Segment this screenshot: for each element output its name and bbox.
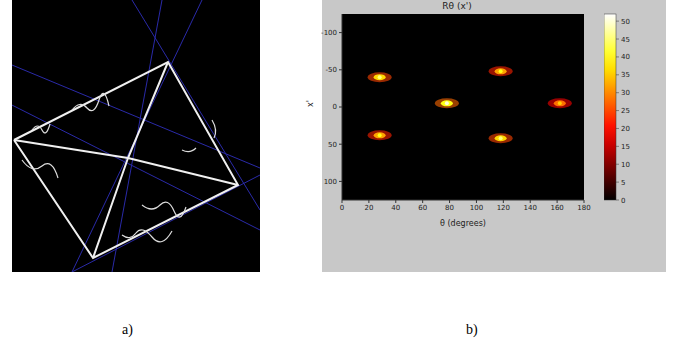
svg-text:40: 40 [391,204,400,212]
svg-text:120: 120 [497,204,510,212]
html-text:a): a) [122,322,133,337]
svg-text:35: 35 [621,71,630,79]
html-text:Rθ (x'): Rθ (x') [442,1,472,11]
svg-text:20: 20 [621,125,630,133]
svg-text:100: 100 [470,204,483,212]
html-text:b): b) [466,322,478,337]
svg-text:100: 100 [324,178,337,186]
svg-text:15: 15 [621,143,630,151]
svg-text:50: 50 [328,141,337,149]
svg-text:20: 20 [364,204,373,212]
svg-text:0: 0 [621,197,625,205]
svg-text:-50: -50 [326,66,337,74]
svg-text:140: 140 [524,204,537,212]
svg-text:x': x' [306,100,315,107]
svg-text:-100: -100 [321,29,337,37]
svg-text:0: 0 [333,103,337,111]
svg-text:80: 80 [445,204,454,212]
svg-text:0: 0 [340,204,344,212]
svg-text:180: 180 [577,204,590,212]
svg-text:160: 160 [550,204,563,212]
svg-text:θ (degrees): θ (degrees) [440,219,486,228]
svg-text:60: 60 [418,204,427,212]
svg-text:50: 50 [621,18,630,26]
svg-text:10: 10 [621,161,630,169]
svg-text:30: 30 [621,89,630,97]
svg-text:25: 25 [621,107,630,115]
svg-text:45: 45 [621,36,630,44]
svg-text:5: 5 [621,179,625,187]
svg-text:40: 40 [621,53,630,61]
